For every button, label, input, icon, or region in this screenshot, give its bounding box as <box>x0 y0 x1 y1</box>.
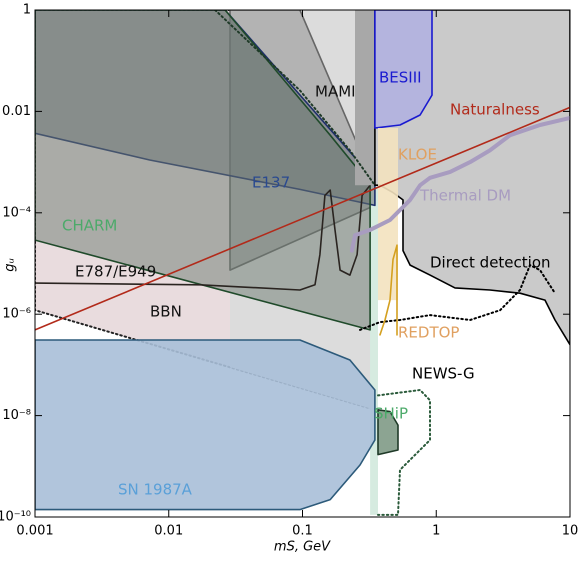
region-label: CHARM <box>62 217 117 235</box>
region-label: E787/E949 <box>75 263 156 281</box>
x-axis-label: mS, GeV <box>274 540 331 555</box>
region-label: Direct detection <box>430 254 551 272</box>
y-tick-label: 10⁻⁴ <box>2 205 31 220</box>
y-tick-label: 10⁻¹⁰ <box>0 510 31 525</box>
y-axis-label: gᵤ <box>3 258 18 272</box>
region-label: REDTOP <box>398 324 459 342</box>
x-tick-label: 0.1 <box>292 524 313 539</box>
region <box>377 409 399 456</box>
curve <box>377 389 431 516</box>
region-label: SN 1987A <box>118 481 193 499</box>
x-tick-label: 10 <box>562 524 579 539</box>
region-label: Thermal DM <box>419 187 511 205</box>
region <box>355 10 375 186</box>
y-tick-label: 0.01 <box>2 104 31 119</box>
curve <box>379 244 398 336</box>
curve <box>214 10 376 187</box>
region-label: NEWS-G <box>412 365 475 383</box>
labels: BBN E137 CHARM E787/E949 MAMI Direct detectio… <box>62 69 551 499</box>
region-label: BBN <box>150 303 182 321</box>
region-label: Naturalness <box>450 101 540 119</box>
region-label: KLOE <box>398 146 437 164</box>
curve <box>35 106 570 331</box>
region-label: SHiP <box>374 405 408 423</box>
y-tick-label: 10⁻⁶ <box>2 307 31 322</box>
region <box>374 10 433 129</box>
curve <box>35 184 371 291</box>
region <box>370 185 378 515</box>
curve <box>359 264 556 331</box>
x-tick-label: 0.001 <box>16 524 53 539</box>
x-tick-label: 1 <box>432 524 440 539</box>
region <box>35 339 376 511</box>
region-label: E137 <box>252 174 290 192</box>
region-label: MAMI <box>315 83 356 101</box>
curve <box>349 116 570 253</box>
region-label: BESIII <box>379 69 422 87</box>
regions <box>35 10 570 516</box>
y-tick-label: 10⁻⁸ <box>2 408 31 423</box>
x-tick-label: 0.01 <box>154 524 183 539</box>
y-tick-label: 1 <box>23 3 31 18</box>
